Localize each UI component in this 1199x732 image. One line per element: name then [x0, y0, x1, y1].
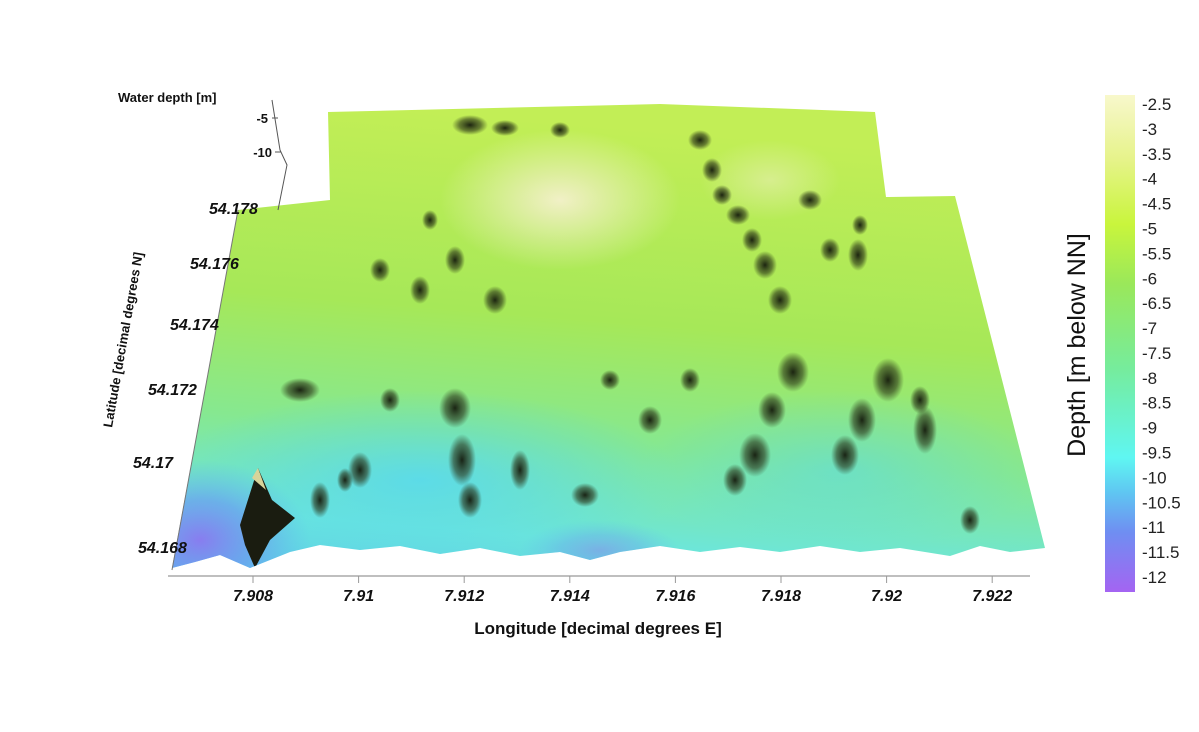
terrain-shadow: [848, 398, 876, 442]
x-tick-label: 7.914: [550, 588, 590, 605]
x-tick-label: 7.922: [972, 588, 1012, 605]
terrain-shadow: [445, 246, 465, 274]
terrain-shadow: [310, 482, 330, 518]
terrain-shadow: [491, 120, 519, 136]
colorbar-tick-label: -5: [1142, 219, 1157, 238]
terrain-shadow: [768, 286, 792, 314]
terrain-shadow: [702, 158, 722, 182]
colorbar-tick-label: -2.5: [1142, 95, 1171, 114]
x-tick-label: 7.912: [444, 588, 484, 605]
colorbar-tick-label: -3.5: [1142, 145, 1171, 164]
terrain-shadow: [448, 434, 476, 486]
terrain-shadow: [680, 368, 700, 392]
x-axis-label: Longitude [decimal degrees E]: [474, 619, 722, 638]
terrain-shadow: [831, 435, 859, 475]
terrain-shadow: [380, 388, 400, 412]
colorbar-gradient: [1105, 95, 1135, 592]
y-tick-label: 54.172: [148, 382, 197, 399]
terrain-shadow: [798, 190, 822, 210]
terrain-shadow: [852, 215, 868, 235]
colorbar: -2.5 -3 -3.5 -4 -4.5 -5 -5.5 -6 -6.5 -7 -7.5 -8 -8.5…: [1063, 95, 1181, 592]
z-axis: -5 -10 Water depth [m]: [118, 90, 288, 211]
depth-surface: [172, 104, 1045, 568]
terrain-shadow: [960, 506, 980, 534]
terrain-shadow: [550, 122, 570, 138]
y-tick-label: 54.174: [170, 317, 219, 334]
colorbar-tick-label: -7: [1142, 319, 1157, 338]
colorbar-tick-label: -11: [1142, 518, 1165, 537]
terrain-shadow: [452, 115, 488, 135]
terrain-shadow: [758, 392, 786, 428]
colorbar-tick-label: -7.5: [1142, 344, 1171, 363]
colorbar-tick-label: -6: [1142, 269, 1157, 288]
colorbar-label: Depth [m below NN]: [1063, 233, 1091, 457]
colorbar-tick-label: -11.5: [1142, 543, 1180, 562]
terrain-shadow: [723, 464, 747, 496]
colorbar-tick-label: -3: [1142, 120, 1157, 139]
colorbar-tick-label: -9: [1142, 419, 1157, 438]
x-axis: 7.908 7.91 7.912 7.914 7.916 7.918 7.92 7.922 L…: [168, 575, 1030, 638]
terrain-shadow: [910, 386, 930, 414]
colorbar-tick-label: -8: [1142, 369, 1157, 388]
terrain-shadow: [726, 205, 750, 225]
terrain-shadow: [422, 210, 438, 230]
terrain-shadow: [753, 251, 777, 279]
terrain-shadows: [280, 115, 980, 534]
colorbar-tick-label: -4: [1142, 170, 1157, 189]
y-tick-label: 54.17: [133, 455, 174, 472]
z-axis-label: Water depth [m]: [118, 90, 216, 105]
terrain-shadow: [872, 358, 904, 402]
x-tick-label: 7.916: [655, 588, 695, 605]
terrain-shadow: [571, 483, 599, 507]
colorbar-tick-label: -9.5: [1142, 444, 1171, 463]
peak-highlight: [252, 468, 266, 490]
terrain-shadow: [913, 406, 937, 454]
terrain-shadow: [820, 238, 840, 262]
y-axis-label: Latitude [decimal degrees N]: [100, 251, 146, 429]
y-tick-label: 54.168: [138, 540, 187, 557]
colorbar-tick-label: -6.5: [1142, 294, 1171, 313]
terrain-shadow: [280, 378, 320, 402]
terrain-shadow: [439, 388, 471, 428]
peak-shadow: [240, 468, 295, 568]
colorbar-tick-label: -10.5: [1142, 493, 1181, 512]
terrain-shadow: [483, 286, 507, 314]
terrain-shadow: [337, 468, 353, 492]
terrain-shadow: [739, 433, 771, 477]
y-tick-label: 54.176: [190, 256, 239, 273]
terrain-shadow: [742, 228, 762, 252]
terrain-shadow: [777, 352, 809, 392]
colorbar-tick-label: -5.5: [1142, 244, 1171, 263]
terrain-shadow: [510, 450, 530, 490]
colorbar-tick-label: -12: [1142, 568, 1167, 587]
y-tick-label: 54.178: [209, 201, 258, 218]
terrain-shadow: [410, 276, 430, 304]
z-tick-label: -10: [253, 145, 272, 160]
terrain-shadow: [848, 239, 868, 271]
colorbar-tick-label: -8.5: [1142, 394, 1171, 413]
terrain-shadow: [348, 452, 372, 488]
terrain-shadow: [458, 482, 482, 518]
terrain-shadow: [638, 406, 662, 434]
terrain-shadow: [688, 130, 712, 150]
x-tick-label: 7.918: [761, 588, 801, 605]
terrain-shadow: [370, 258, 390, 282]
x-tick-label: 7.92: [871, 588, 902, 605]
z-tick-label: -5: [256, 111, 268, 126]
terrain-shadow: [600, 370, 620, 390]
terrain-shadow: [712, 185, 732, 205]
colorbar-tick-label: -4.5: [1142, 195, 1171, 214]
colorbar-tick-label: -10: [1142, 468, 1167, 487]
x-tick-label: 7.91: [343, 588, 374, 605]
x-tick-label: 7.908: [233, 588, 273, 605]
